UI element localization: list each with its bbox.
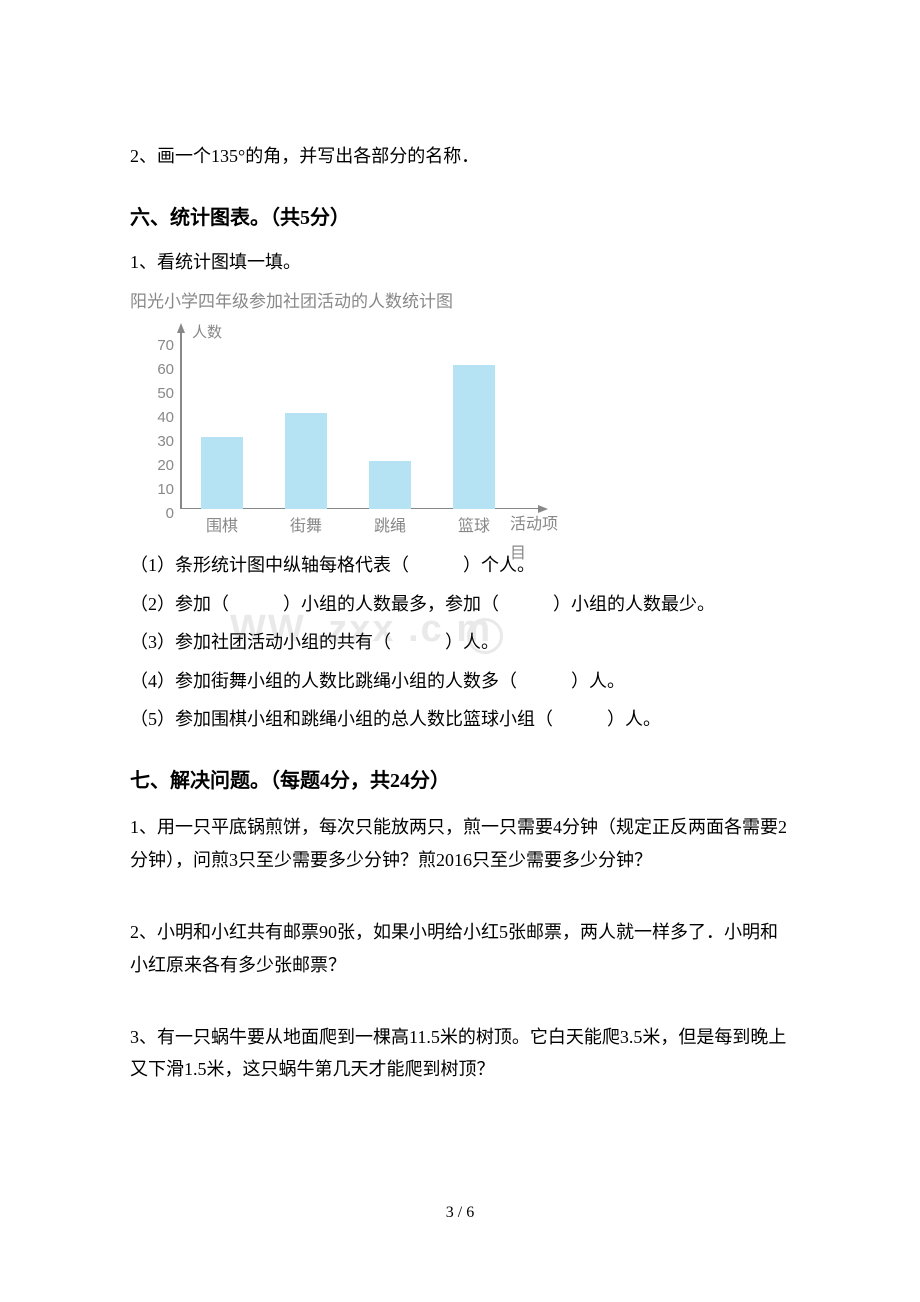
section-6-title: 六、统计图表。（共5分）: [130, 200, 790, 236]
y-tick: 30: [144, 428, 174, 455]
bar: [285, 413, 327, 509]
x-label: 跳绳: [359, 513, 421, 542]
x-label: 篮球: [443, 513, 505, 542]
s6-q1: 1、看统计图填一填。: [130, 246, 790, 278]
s6-sub-5: （5）参加围棋小组和跳绳小组的总人数比篮球小组（ ）人。: [130, 703, 790, 735]
x-label: 围棋: [191, 513, 253, 542]
y-tick: 40: [144, 404, 174, 431]
section-7-title: 七、解决问题。（每题4分，共24分）: [130, 763, 790, 799]
s6-sub-2: （2）参加（ ）小组的人数最多，参加（ ）小组的人数最少。: [130, 588, 790, 620]
bar: [369, 461, 411, 509]
s6-sub-1: （1）条形统计图中纵轴每格代表（ ）个人。: [130, 549, 790, 581]
s7-q3: 3、有一只蜗牛要从地面爬到一棵高11.5米的树顶。它白天能爬3.5米，但是每到晚…: [130, 1021, 790, 1086]
bar: [453, 365, 495, 509]
s7-q1: 1、用一只平底锅煎饼，每次只能放两只，煎一只需要4分钟（规定正反两面各需要2分钟…: [130, 811, 790, 876]
bar: [201, 437, 243, 509]
bar-chart: 人数 活动项目 010203040506070围棋街舞跳绳篮球: [140, 321, 560, 541]
y-axis-line: [180, 329, 182, 509]
y-axis-arrow: [177, 323, 185, 333]
y-tick: 70: [144, 332, 174, 359]
s7-q2: 2、小明和小红共有邮票90张，如果小明给小红5张邮票，两人就一样多了．小明和小红…: [130, 916, 790, 981]
s6-sub-3: （3）参加社团活动小组的共有（ ）人。: [130, 626, 790, 658]
y-tick: 0: [144, 500, 174, 527]
y-tick: 60: [144, 356, 174, 383]
y-tick: 10: [144, 476, 174, 503]
s6-sub-4: （4）参加街舞小组的人数比跳绳小组的人数多（ ）人。: [130, 665, 790, 697]
chart-title: 阳光小学四年级参加社团活动的人数统计图: [130, 287, 790, 318]
page-number: 3 / 6: [0, 1204, 920, 1222]
question-2: 2、画一个135°的角，并写出各部分的名称．: [130, 140, 790, 172]
y-tick: 50: [144, 380, 174, 407]
plot-area: [180, 341, 540, 509]
y-tick: 20: [144, 452, 174, 479]
x-label: 街舞: [275, 513, 337, 542]
x-axis-title: 活动项目: [510, 511, 560, 569]
